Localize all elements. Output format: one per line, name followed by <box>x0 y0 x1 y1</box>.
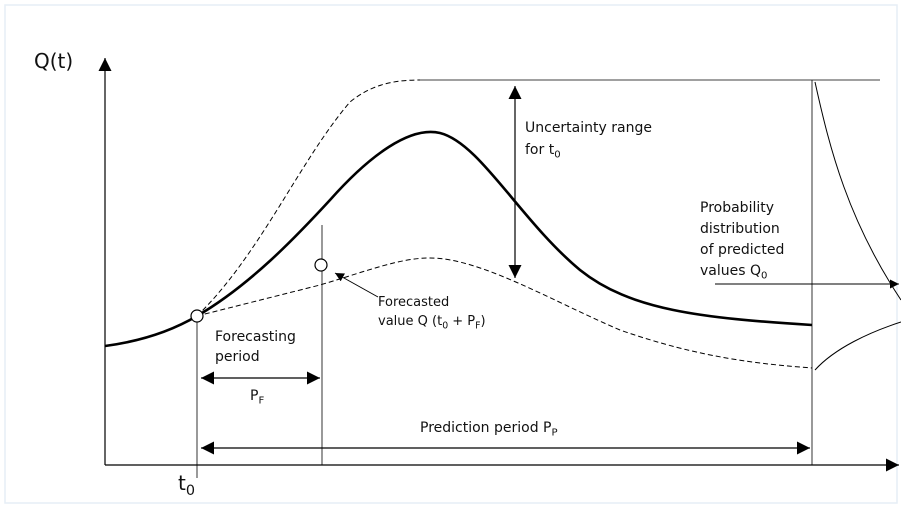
text-part: Q(t) <box>34 49 73 73</box>
distribution-label: Probability <box>700 200 774 216</box>
prediction-period-label: Prediction period PP <box>420 420 558 439</box>
forecasted-label: Forecasted <box>378 295 449 310</box>
forecasted-label: value Q (t0 + PF) <box>378 314 486 331</box>
text-part: for t <box>525 142 555 158</box>
text-part: P <box>250 388 258 404</box>
uncertainty-label: Uncertainty range <box>525 120 652 136</box>
text-part: Forecasted <box>378 295 449 310</box>
upper-dashed <box>196 79 421 317</box>
distribution-curve <box>814 321 901 371</box>
forecasting-period-label: period <box>215 349 260 365</box>
text-part: t <box>178 471 186 495</box>
text-part: + P <box>448 314 475 329</box>
forecast-point <box>314 258 328 272</box>
text-part: Forecasting <box>215 329 296 345</box>
distribution-label: values Q0 <box>700 263 767 282</box>
subscript: 0 <box>554 150 560 161</box>
distribution-label: of predicted <box>700 242 784 258</box>
distribution-curve <box>814 81 901 301</box>
text-part: ) <box>481 314 486 329</box>
subscript: P <box>552 428 558 439</box>
distribution-label: distribution <box>700 221 780 237</box>
text-part: period <box>215 349 260 365</box>
y-axis-label: Q(t) <box>34 49 73 73</box>
text-part: Uncertainty range <box>525 120 652 136</box>
frame <box>4 4 898 504</box>
forecasting-period-label: Forecasting <box>215 329 296 345</box>
text-part: values Q <box>700 263 761 279</box>
subscript: 0 <box>761 271 767 282</box>
x-axis-label: t0 <box>178 471 195 499</box>
text-part: Prediction period P <box>420 420 552 436</box>
uncertainty-label: for t0 <box>525 142 561 161</box>
text-part: Probability <box>700 200 774 216</box>
subscript: F <box>475 320 480 331</box>
subscript: F <box>258 396 264 407</box>
text-part: of predicted <box>700 242 784 258</box>
subscript: 0 <box>442 320 448 331</box>
start-point <box>190 309 204 323</box>
pointer-arrow <box>334 272 379 298</box>
text-part: distribution <box>700 221 780 237</box>
lower-dashed <box>196 257 813 369</box>
subscript: 0 <box>186 483 195 499</box>
text-part: value Q (t <box>378 314 442 329</box>
pf-label: PF <box>250 388 264 407</box>
